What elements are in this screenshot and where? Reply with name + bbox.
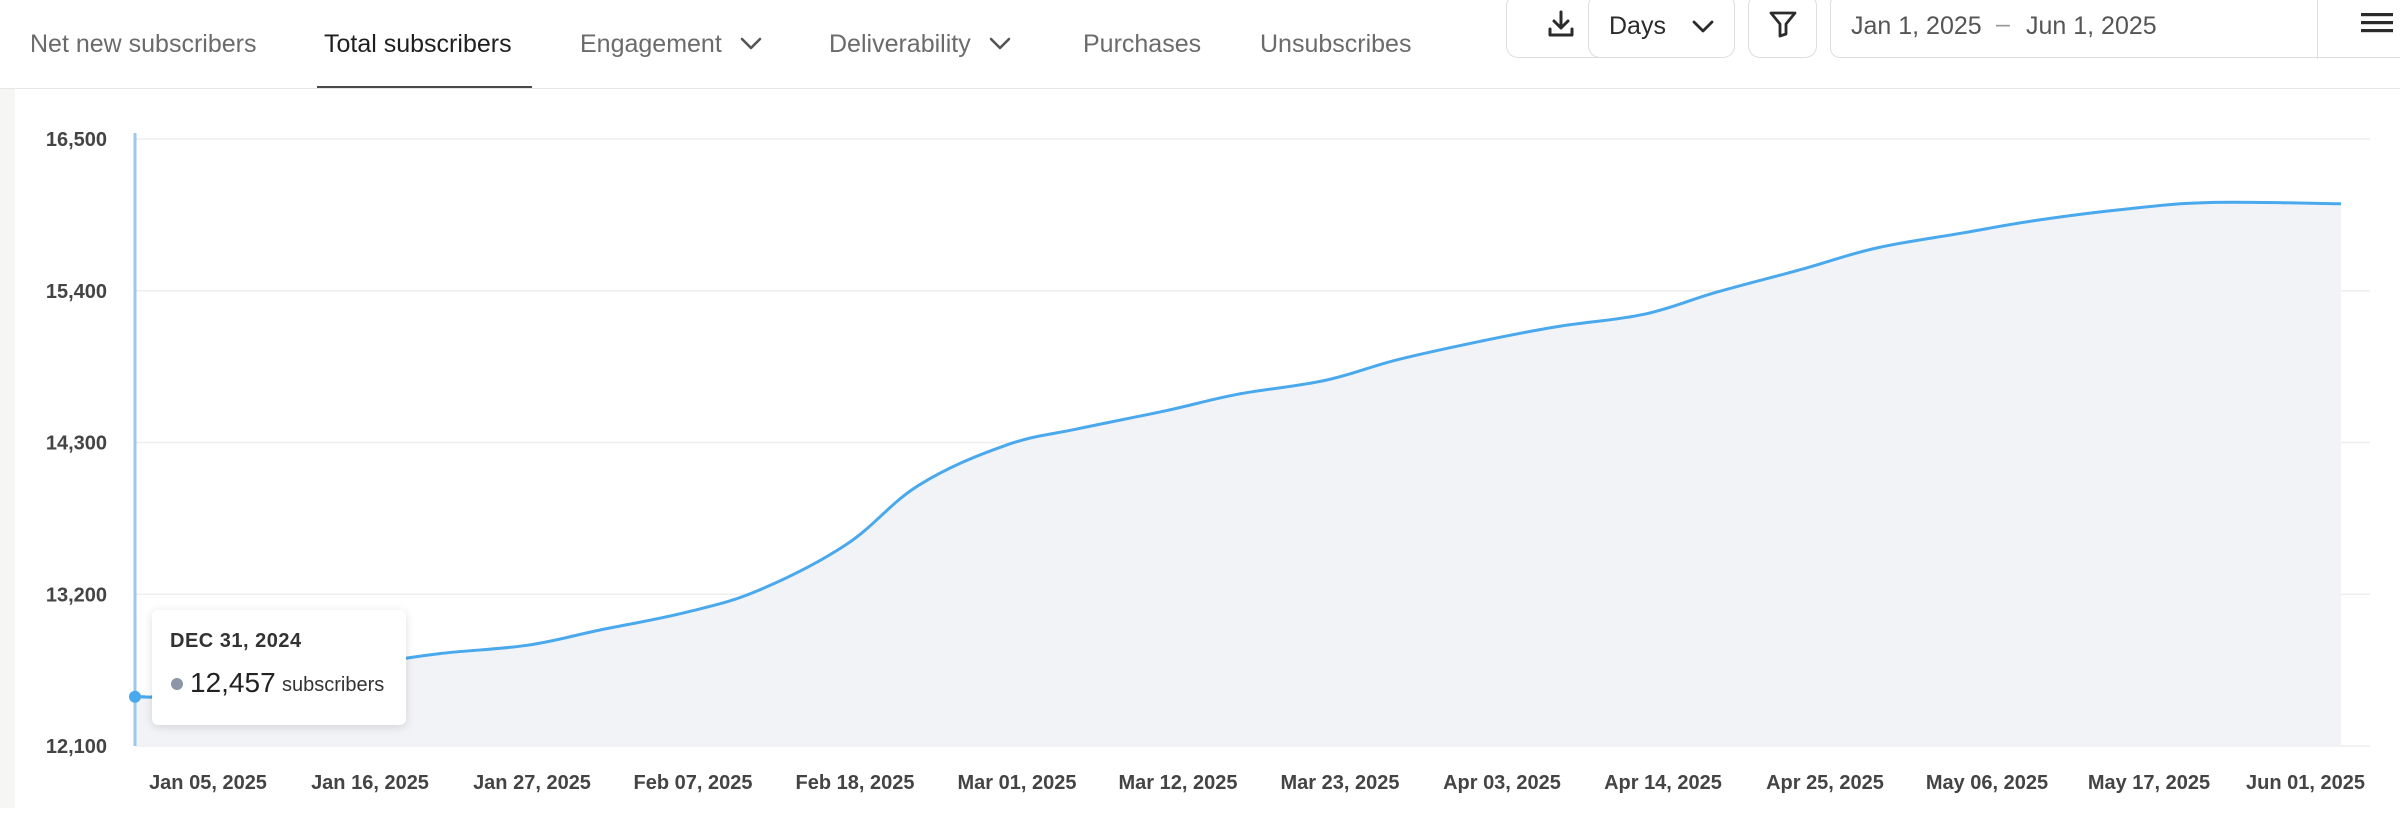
x-tick-label: May 06, 2025 [1926,772,2048,794]
tab-net-new-subscribers[interactable]: Net new subscribers [30,0,256,88]
active-tab-indicator [317,86,532,88]
x-tick-label: Feb 07, 2025 [634,772,753,794]
tab-label: Deliverability [829,29,971,58]
y-axis: 16,500 15,400 14,300 13,200 12,100 [46,129,107,758]
granularity-select[interactable]: Days [1588,0,1735,58]
series-marker [171,678,183,690]
chevron-down-icon [740,37,762,51]
x-tick-label: Apr 14, 2025 [1604,772,1722,794]
tab-deliverability[interactable]: Deliverability [829,0,1011,88]
tab-label: Unsubscribes [1260,29,1412,58]
series-line [134,200,2342,700]
total-subscribers-chart: 16,500 15,400 14,300 13,200 12,100 Jan 05, 2… [15,89,2400,808]
tooltip-date: DEC 31, 2024 [170,630,302,652]
filter-icon [1768,9,1798,44]
x-tick-label: Apr 25, 2025 [1766,772,1884,794]
x-tick-label: Apr 03, 2025 [1443,772,1561,794]
series-area [135,202,2341,746]
date-end: Jun 1, 2025 [2026,12,2157,40]
x-tick-label: Mar 12, 2025 [1119,772,1238,794]
x-tick-label: Jan 05, 2025 [149,772,267,794]
chart-svg: 16,500 15,400 14,300 13,200 12,100 Jan 05, 2… [46,129,2370,794]
granularity-value: Days [1609,11,1666,40]
filter-button[interactable] [1748,0,1817,58]
tooltip-unit: subscribers [282,674,385,696]
tab-total-subscribers[interactable]: Total subscribers [324,0,512,88]
chart-menu-button[interactable] [2318,0,2400,57]
x-tick-label: Jan 16, 2025 [311,772,429,794]
tab-label: Engagement [580,29,722,58]
tab-engagement[interactable]: Engagement [580,0,762,88]
x-tick-label: Jun 01, 2025 [2246,772,2365,794]
y-tick-label: 13,200 [46,584,107,606]
x-axis: Jan 05, 2025 Jan 16, 2025 Jan 27, 2025 Feb … [149,772,2365,794]
hover-point[interactable] [129,690,141,703]
tooltip-value: 12,457 [190,667,276,698]
y-tick-label: 15,400 [46,281,107,303]
y-tick-label: 12,100 [46,736,107,758]
tab-unsubscribes[interactable]: Unsubscribes [1260,0,1411,88]
tab-label: Net new subscribers [30,29,257,58]
chevron-down-icon [1692,12,1714,41]
x-tick-label: Jan 27, 2025 [473,772,591,794]
tab-label: Total subscribers [324,29,512,58]
divider [2317,0,2318,59]
x-tick-label: Feb 18, 2025 [796,772,915,794]
x-tick-label: Mar 01, 2025 [958,772,1077,794]
y-tick-label: 16,500 [46,129,107,151]
y-tick-label: 14,300 [46,433,107,455]
chevron-down-icon [989,37,1011,51]
download-icon [1545,8,1577,45]
tab-purchases[interactable]: Purchases [1083,0,1201,88]
tab-label: Purchases [1083,29,1202,58]
report-toolbar: Net new subscribers Total subscribers En… [0,0,2400,89]
date-start: Jan 1, 2025 [1851,12,1982,40]
hamburger-menu-icon [2361,12,2393,41]
x-tick-label: May 17, 2025 [2088,772,2210,794]
chart-tooltip: DEC 31, 2024 12,457 subscribers [152,610,406,725]
page-gutter [0,89,15,808]
date-range-picker[interactable]: Jan 1, 2025 – Jun 1, 2025 [1830,0,2400,59]
x-tick-label: Mar 23, 2025 [1281,772,1400,794]
date-separator: – [1996,10,2010,38]
